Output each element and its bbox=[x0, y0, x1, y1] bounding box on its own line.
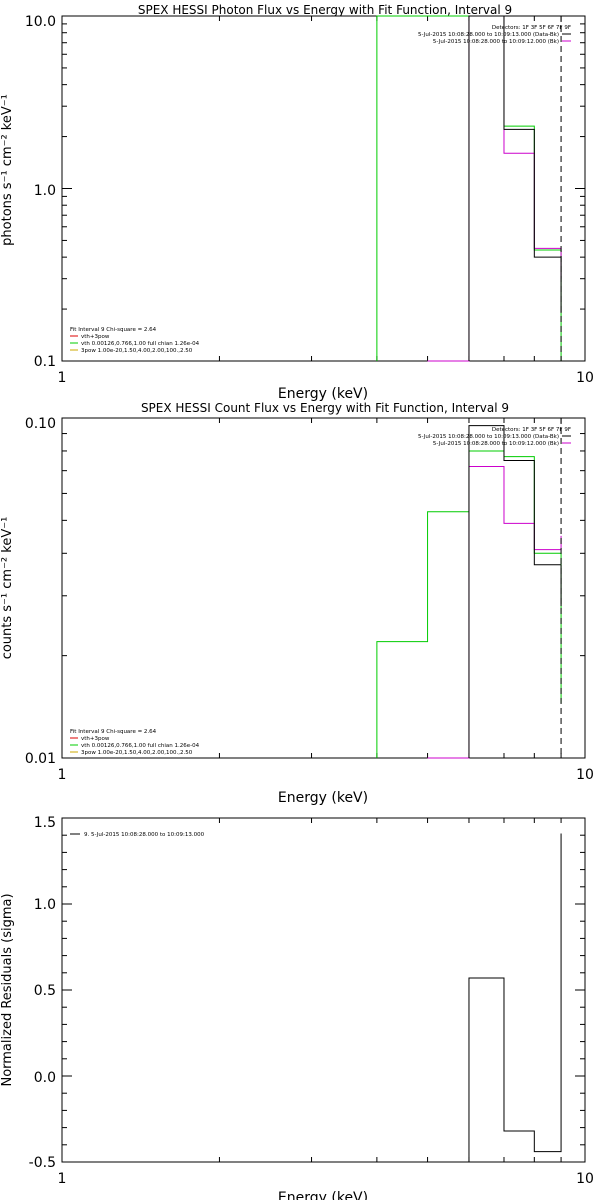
residuals-series bbox=[468, 833, 562, 1162]
legend-vth: vth 0.00126,0.766,1.00 full chian 1.26e-… bbox=[81, 743, 200, 749]
count-flux-x-axis-label: Energy (keV) bbox=[278, 790, 368, 806]
series-vth-3pow bbox=[376, 450, 562, 758]
series-bk bbox=[427, 15, 562, 362]
residuals-ytick-label-0.5: 0.5 bbox=[34, 983, 56, 999]
photon-flux-legend: Detectors: 1F 3F 5F 6F 7F 9F 5-Jul-2015 … bbox=[70, 25, 571, 354]
residuals-ytick-label-1.0: 1.0 bbox=[34, 897, 56, 913]
photon-flux-y-axis-label: photons s⁻¹ cm⁻² keV⁻¹ bbox=[0, 94, 15, 246]
residuals-xtick-label-10: 10 bbox=[576, 1171, 594, 1187]
count-flux-panel: SPEX HESSI Count Flux vs Energy with Fit… bbox=[0, 401, 594, 806]
legend-fit-interval: Fit Interval 9 Chi-square = 2.64 bbox=[70, 729, 157, 735]
residuals-ytick-label-neg0.5: -0.5 bbox=[29, 1155, 56, 1171]
count-flux-plot-frame bbox=[61, 417, 586, 759]
residuals-legend: 9. 5-Jul-2015 10:08:28.000 to 10:09:13.0… bbox=[70, 832, 205, 838]
legend-fit-interval: Fit Interval 9 Chi-square = 2.64 bbox=[70, 327, 157, 333]
legend-vth: vth 0.00126,0.766,1.00 full chian 1.26e-… bbox=[81, 341, 200, 347]
legend-3pow: 3pow 1.00e-20,1.50,4.00,2.00,100.,2.50 bbox=[81, 750, 193, 756]
count-flux-title: SPEX HESSI Count Flux vs Energy with Fit… bbox=[141, 401, 509, 415]
legend-bk: 5-Jul-2015 10:08:28.000 to 10:09:12.000 … bbox=[433, 441, 559, 447]
count-flux-xtick-label-1: 1 bbox=[58, 767, 67, 783]
photon-flux-y-ticks bbox=[62, 15, 585, 362]
photon-flux-x-axis-label: Energy (keV) bbox=[278, 386, 368, 402]
residuals-ytick-label-1.5: 1.5 bbox=[34, 815, 56, 831]
legend-detectors: Detectors: 1F 3F 5F 6F 7F 9F bbox=[492, 25, 571, 31]
legend-residual-interval: 9. 5-Jul-2015 10:08:28.000 to 10:09:13.0… bbox=[84, 832, 205, 838]
photon-flux-title: SPEX HESSI Photon Flux vs Energy with Fi… bbox=[138, 3, 512, 17]
legend-3pow: 3pow 1.00e-20,1.50,4.00,2.00,100.,2.50 bbox=[81, 348, 193, 354]
count-flux-y-axis-label: counts s⁻¹ cm⁻² keV⁻¹ bbox=[0, 517, 15, 660]
residuals-ytick-label-0.0: 0.0 bbox=[34, 1070, 56, 1086]
legend-data-bk: 5-Jul-2015 10:08:28.000 to 10:09:13.000 … bbox=[418, 32, 559, 38]
photon-flux-ytick-label-1: 1.0 bbox=[34, 183, 56, 199]
residuals-y-ticks bbox=[62, 817, 585, 1163]
photon-flux-x-ticks bbox=[61, 16, 586, 361]
legend-detectors: Detectors: 1F 3F 5F 6F 7F 9F bbox=[492, 427, 571, 433]
count-flux-ytick-label-0.01: 0.01 bbox=[25, 751, 56, 767]
legend-vth3pow: vth+3pow bbox=[81, 736, 110, 742]
residuals-x-axis-label: Energy (keV) bbox=[278, 1190, 368, 1200]
series-bk bbox=[427, 466, 562, 759]
residuals-x-ticks bbox=[61, 818, 586, 1162]
residuals-plot-frame bbox=[61, 817, 586, 1163]
photon-flux-ytick-label-0.1: 0.1 bbox=[34, 354, 56, 370]
count-flux-y-ticks bbox=[62, 417, 585, 759]
count-flux-x-ticks bbox=[61, 418, 586, 758]
residuals-y-axis-label: Normalized Residuals (sigma) bbox=[0, 893, 15, 1086]
residuals-panel: 1 10 1.5 1.0 0.5 0.0 -0.5 Energy (keV) N… bbox=[0, 815, 594, 1200]
legend-vth3pow: vth+3pow bbox=[81, 334, 110, 340]
series-9-5-jul-2015-10-08-28-000-to-10-09-13-000 bbox=[468, 833, 562, 1162]
count-flux-legend: Detectors: 1F 3F 5F 6F 7F 9F 5-Jul-2015 … bbox=[70, 427, 571, 756]
series-data-bk bbox=[468, 15, 562, 361]
photon-flux-plot-frame bbox=[61, 15, 586, 362]
photon-flux-xtick-label-1: 1 bbox=[58, 370, 67, 386]
count-flux-ytick-label-0.10: 0.10 bbox=[25, 416, 56, 432]
count-flux-xtick-label-10: 10 bbox=[576, 767, 594, 783]
photon-flux-ytick-label-10: 10.0 bbox=[25, 14, 56, 30]
photon-flux-panel: SPEX HESSI Photon Flux vs Energy with Fi… bbox=[0, 3, 594, 402]
photon-flux-series bbox=[376, 15, 562, 362]
legend-bk: 5-Jul-2015 10:08:28.000 to 10:09:12.000 … bbox=[433, 39, 559, 45]
photon-flux-xtick-label-10: 10 bbox=[576, 370, 594, 386]
residuals-xtick-label-1: 1 bbox=[58, 1171, 67, 1187]
count-flux-series bbox=[376, 418, 562, 759]
legend-data-bk: 5-Jul-2015 10:08:28.000 to 10:09:13.000 … bbox=[418, 434, 559, 440]
series-data-bk bbox=[468, 425, 562, 758]
